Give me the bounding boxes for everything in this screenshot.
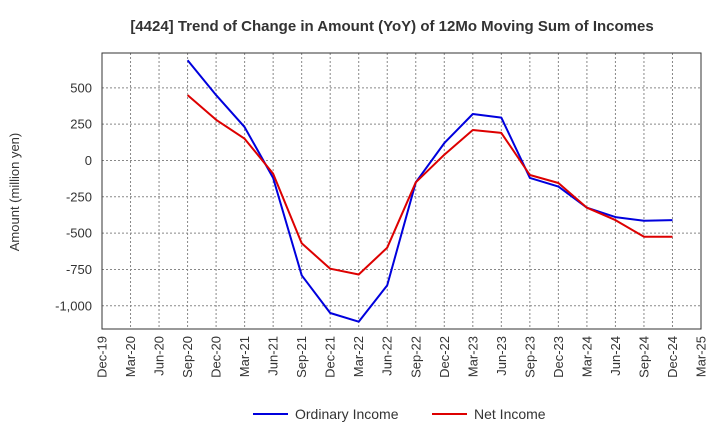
x-tick-label: Mar-20 xyxy=(123,336,138,377)
legend-label: Net Income xyxy=(474,406,546,422)
x-tick-label: Sep-23 xyxy=(522,336,537,378)
y-tick-label: -250 xyxy=(66,189,92,204)
x-tick-label: Sep-22 xyxy=(408,336,423,378)
legend-label: Ordinary Income xyxy=(295,406,399,422)
chart-title: [4424] Trend of Change in Amount (YoY) o… xyxy=(130,18,653,35)
y-axis-label: Amount (million yen) xyxy=(7,133,22,252)
x-tick-label: Mar-25 xyxy=(694,336,709,377)
x-tick-label: Dec-19 xyxy=(95,336,110,378)
series-line-ordinary-income xyxy=(186,59,673,323)
x-tick-label: Mar-23 xyxy=(465,336,480,377)
series-layer xyxy=(186,59,673,323)
y-tick-label: 0 xyxy=(85,153,92,168)
x-tick-label: Mar-21 xyxy=(237,336,252,377)
x-tick-label: Mar-24 xyxy=(579,336,594,377)
y-tick-label: -750 xyxy=(66,262,92,277)
series-line-net-income xyxy=(186,94,673,276)
x-tick-label: Dec-22 xyxy=(437,336,452,378)
x-tick-label: Dec-20 xyxy=(209,336,224,378)
x-tick-label: Sep-24 xyxy=(636,336,651,378)
y-tick-label: 250 xyxy=(70,117,92,132)
x-tick-label: Sep-21 xyxy=(294,336,309,378)
y-tick-label: -500 xyxy=(66,226,92,241)
x-tick-label: Dec-21 xyxy=(323,336,338,378)
x-tick-label: Sep-20 xyxy=(180,336,195,378)
x-tick-label: Dec-24 xyxy=(665,336,680,378)
x-axis-ticks: Dec-19 Mar-20 Jun-20 Sep-20 Dec-20 Mar-21 Jun-… xyxy=(95,336,709,378)
x-tick-label: Jun-22 xyxy=(380,336,395,376)
grid xyxy=(102,53,701,329)
x-tick-label: Jun-20 xyxy=(152,336,167,376)
x-tick-label: Jun-23 xyxy=(494,336,509,376)
x-tick-label: Mar-22 xyxy=(351,336,366,377)
y-axis-ticks: 500 250 0 -250 -500 -750 -1,000 xyxy=(55,80,92,313)
x-tick-label: Dec-23 xyxy=(551,336,566,378)
y-tick-label: -1,000 xyxy=(55,298,92,313)
legend: Ordinary Income Net Income xyxy=(253,406,546,422)
plot-frame xyxy=(101,52,702,330)
y-tick-label: 500 xyxy=(70,80,92,95)
x-tick-label: Jun-21 xyxy=(266,336,281,376)
x-tick-label: Jun-24 xyxy=(608,336,623,376)
